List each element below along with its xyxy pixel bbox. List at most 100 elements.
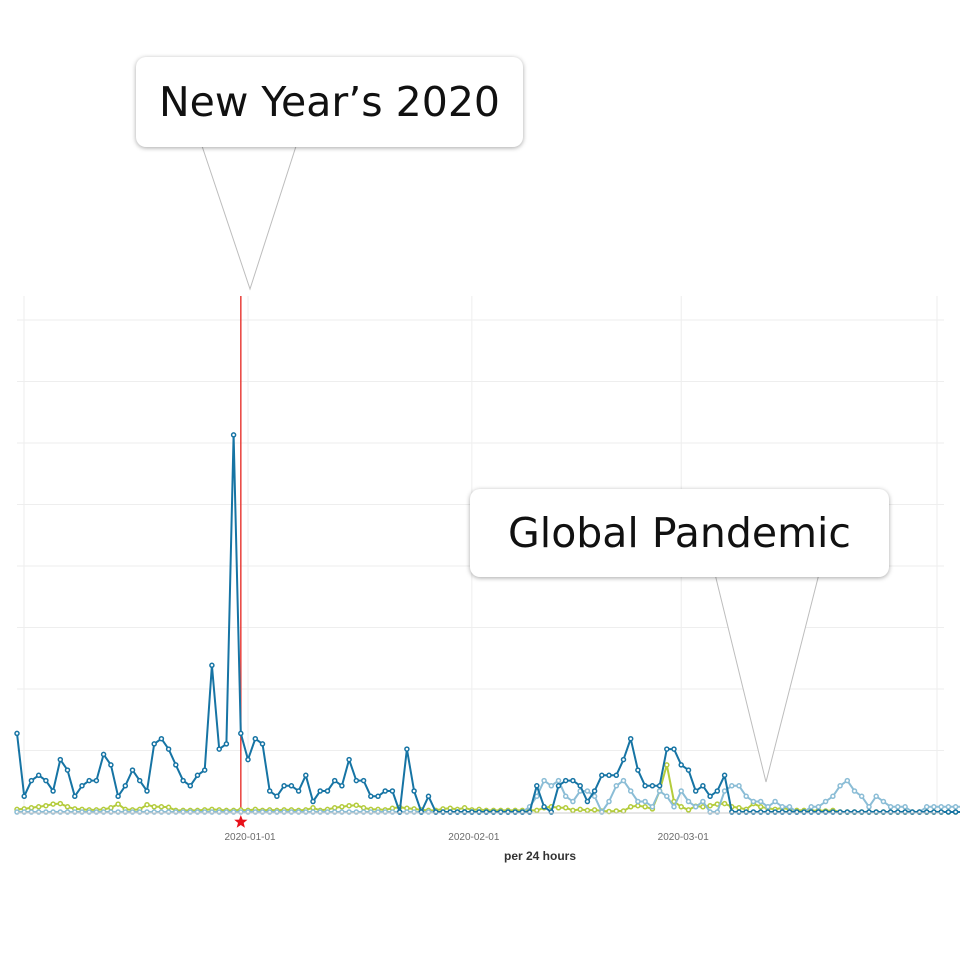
data-point[interactable]	[779, 804, 786, 810]
data-point[interactable]	[79, 783, 85, 789]
data-point[interactable]	[649, 804, 656, 810]
data-point[interactable]	[108, 805, 114, 811]
data-point[interactable]	[28, 777, 35, 784]
data-point[interactable]	[570, 798, 576, 805]
data-point[interactable]	[201, 767, 208, 773]
data-point[interactable]	[844, 777, 851, 784]
data-point[interactable]	[945, 804, 952, 810]
data-point[interactable]	[685, 767, 692, 773]
data-point[interactable]	[858, 793, 865, 800]
data-point[interactable]	[721, 800, 728, 807]
data-point[interactable]	[772, 798, 778, 805]
data-point[interactable]	[360, 777, 367, 784]
data-point[interactable]	[86, 777, 92, 784]
data-point[interactable]	[750, 798, 757, 805]
data-point[interactable]	[584, 807, 591, 814]
data-point[interactable]	[851, 788, 858, 794]
data-point[interactable]	[180, 777, 186, 784]
data-point[interactable]	[700, 798, 706, 805]
data-point[interactable]	[245, 756, 251, 763]
data-point[interactable]	[93, 777, 100, 784]
data-point[interactable]	[678, 788, 684, 794]
data-point[interactable]	[635, 767, 641, 773]
data-point[interactable]	[700, 783, 706, 789]
data-point[interactable]	[72, 793, 78, 800]
data-point[interactable]	[209, 662, 215, 669]
data-point[interactable]	[923, 804, 930, 810]
data-point[interactable]	[151, 741, 157, 747]
data-point[interactable]	[266, 788, 273, 794]
data-point[interactable]	[129, 767, 136, 773]
data-point[interactable]	[707, 802, 713, 809]
data-point[interactable]	[743, 793, 749, 800]
data-point[interactable]	[671, 746, 677, 752]
data-point[interactable]	[562, 805, 569, 811]
data-point[interactable]	[158, 735, 165, 742]
data-point[interactable]	[100, 751, 107, 758]
data-point[interactable]	[880, 798, 887, 805]
data-point[interactable]	[830, 793, 836, 800]
data-point[interactable]	[577, 806, 583, 813]
data-point[interactable]	[866, 804, 872, 810]
data-point[interactable]	[822, 798, 829, 805]
data-point[interactable]	[613, 808, 620, 814]
data-point[interactable]	[173, 762, 179, 768]
data-point[interactable]	[671, 804, 677, 810]
data-point[interactable]	[230, 432, 237, 438]
data-point[interactable]	[591, 807, 598, 813]
data-point[interactable]	[548, 783, 555, 789]
data-point[interactable]	[534, 807, 540, 814]
data-point[interactable]	[382, 788, 388, 794]
data-point[interactable]	[620, 756, 627, 763]
data-point[interactable]	[339, 804, 345, 810]
data-point[interactable]	[288, 783, 295, 789]
data-point[interactable]	[887, 804, 894, 810]
data-point[interactable]	[346, 802, 352, 809]
data-point[interactable]	[43, 802, 49, 809]
data-point[interactable]	[895, 804, 901, 810]
data-point[interactable]	[931, 804, 937, 810]
star-icon[interactable]	[234, 815, 248, 828]
data-point[interactable]	[570, 807, 576, 814]
data-point[interactable]	[627, 735, 634, 742]
data-point[interactable]	[64, 804, 71, 810]
data-point[interactable]	[606, 798, 612, 805]
data-point[interactable]	[837, 783, 843, 789]
data-point[interactable]	[534, 783, 540, 789]
data-point[interactable]	[404, 746, 410, 752]
data-point[interactable]	[252, 735, 259, 742]
data-point[interactable]	[721, 788, 728, 794]
data-point[interactable]	[642, 783, 648, 789]
data-point[interactable]	[815, 804, 822, 810]
data-point[interactable]	[295, 788, 302, 794]
data-point[interactable]	[35, 772, 42, 779]
data-point[interactable]	[165, 746, 172, 752]
data-point[interactable]	[808, 804, 814, 810]
data-point[interactable]	[115, 801, 121, 807]
data-point[interactable]	[555, 805, 562, 811]
data-point[interactable]	[562, 777, 569, 784]
data-point[interactable]	[555, 783, 562, 789]
data-point[interactable]	[649, 783, 656, 789]
data-point[interactable]	[627, 788, 634, 794]
data-point[interactable]	[902, 804, 908, 810]
data-point[interactable]	[757, 804, 764, 810]
data-point[interactable]	[757, 798, 764, 805]
data-point[interactable]	[259, 741, 266, 747]
data-point[interactable]	[692, 804, 699, 810]
data-point[interactable]	[678, 762, 684, 768]
data-point[interactable]	[144, 788, 150, 794]
data-point[interactable]	[707, 793, 713, 800]
data-point[interactable]	[584, 798, 591, 805]
data-point[interactable]	[43, 777, 49, 784]
data-point[interactable]	[765, 804, 771, 810]
data-point[interactable]	[606, 772, 612, 779]
data-point[interactable]	[35, 804, 42, 810]
data-point[interactable]	[945, 809, 952, 815]
data-point[interactable]	[187, 783, 194, 789]
data-point[interactable]	[14, 730, 20, 737]
data-point[interactable]	[952, 809, 959, 815]
data-point[interactable]	[591, 788, 598, 794]
data-point[interactable]	[570, 777, 576, 784]
data-point[interactable]	[64, 767, 71, 773]
